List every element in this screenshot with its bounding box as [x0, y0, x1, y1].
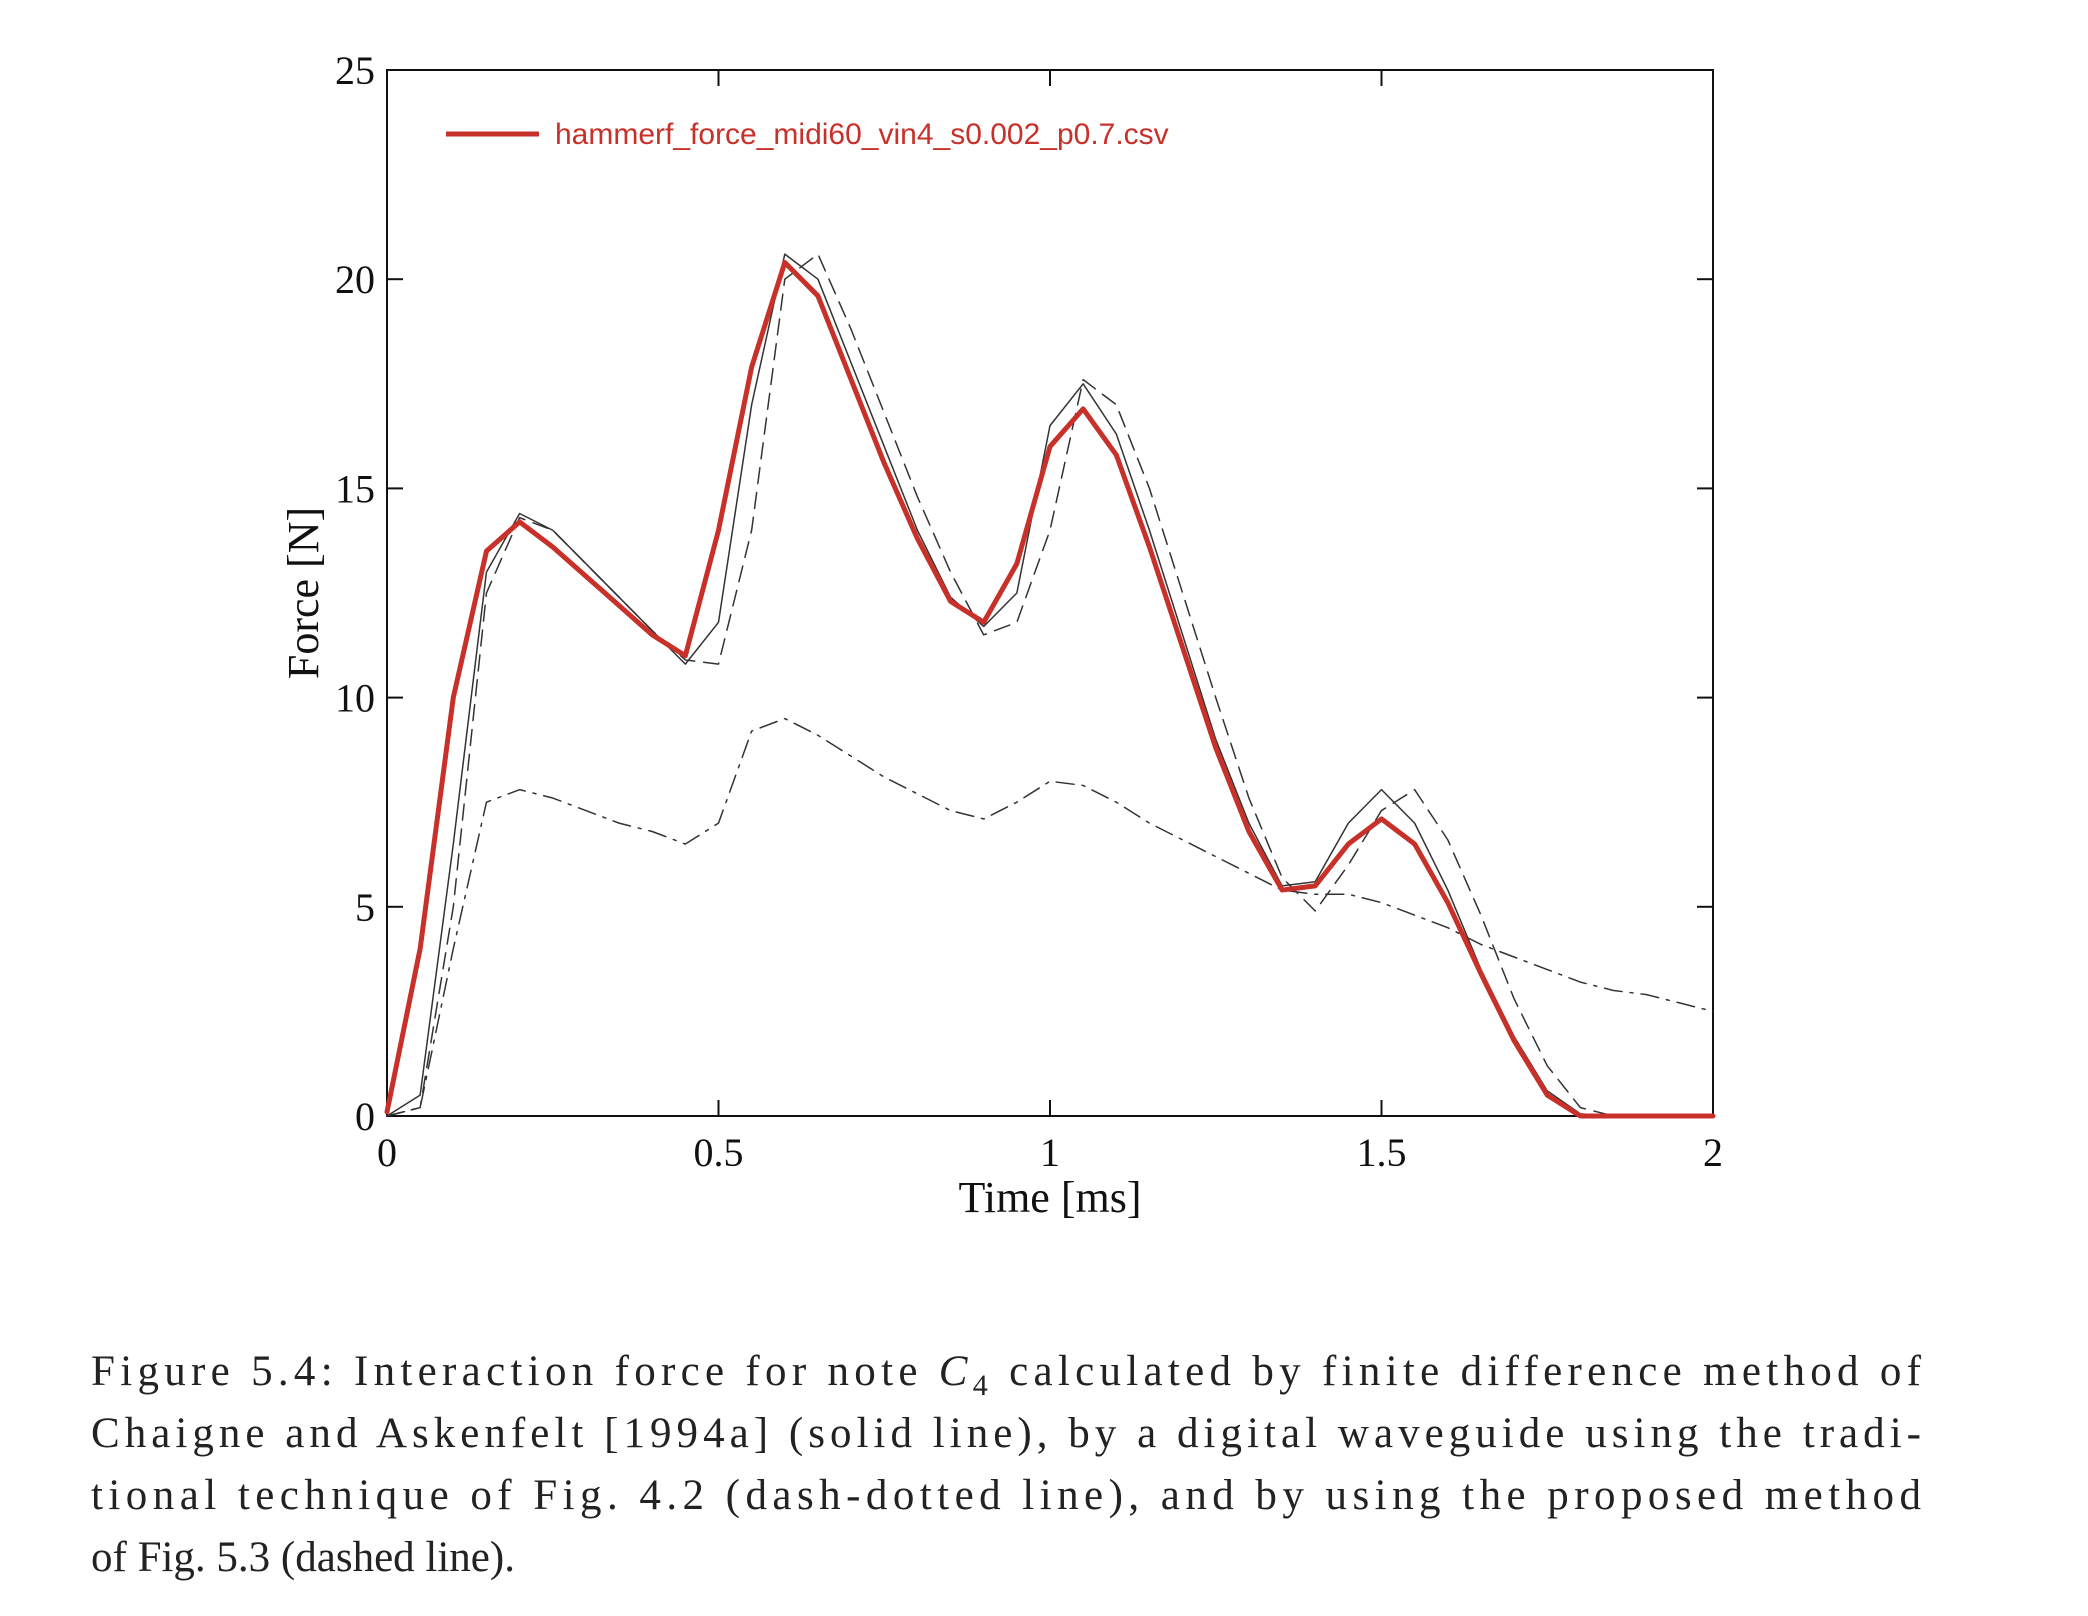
x-tick-label: 0.5	[694, 1130, 744, 1175]
x-tick-label: 0	[377, 1130, 397, 1175]
caption-line: Chaigne and Askenfelt [1994a] (solid lin…	[91, 1410, 1921, 1457]
y-tick-label: 0	[355, 1094, 375, 1139]
legend-label: hammerf_force_midi60_vin4_s0.002_p0.7.cs…	[555, 118, 1169, 151]
caption-line: of Fig. 5.3 (dashed line).	[91, 1534, 515, 1581]
y-tick-label: 5	[355, 885, 375, 930]
x-axis-label: Time [ms]	[959, 1173, 1142, 1222]
caption-symbol: C	[939, 1348, 969, 1395]
x-tick-label: 2	[1703, 1130, 1723, 1175]
y-tick-label: 20	[335, 257, 375, 302]
series-line	[386, 717, 1714, 1117]
series-line	[384, 259, 1716, 1119]
y-tick-label: 15	[335, 466, 375, 511]
y-tick-label: 10	[335, 676, 375, 721]
caption-subscript: 4	[973, 1369, 988, 1402]
x-tick-label: 1.5	[1357, 1130, 1407, 1175]
y-axis-label: Force [N]	[279, 507, 328, 679]
series-line	[386, 253, 1714, 1117]
x-tick-label: 1	[1040, 1130, 1060, 1175]
y-tick-label: 25	[335, 48, 375, 93]
